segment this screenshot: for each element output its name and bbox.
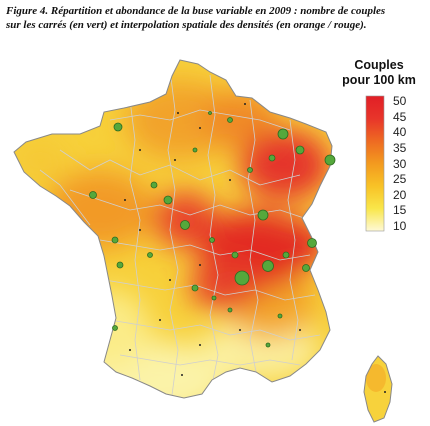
sample-point (244, 103, 246, 105)
sample-point (139, 229, 141, 231)
legend-tick-label: 25 (393, 172, 407, 187)
sample-point (299, 329, 301, 331)
survey-square (163, 195, 173, 205)
sample-point (199, 127, 201, 129)
sample-point (177, 112, 179, 114)
survey-square (111, 236, 119, 244)
sample-point (159, 319, 161, 321)
survey-square (113, 122, 123, 132)
sample-point (181, 374, 183, 376)
legend-tick-label: 35 (393, 140, 407, 155)
corsica-outline (363, 355, 393, 423)
survey-square (208, 111, 212, 115)
legend-colorbar (365, 95, 385, 232)
survey-square (277, 128, 289, 140)
sample-point (229, 179, 231, 181)
corsica-density (364, 356, 392, 422)
sample-point (129, 349, 131, 351)
legend-tick-label: 30 (393, 156, 407, 171)
sample-point (169, 279, 171, 281)
legend-title-line-2: pour 100 km (342, 73, 416, 87)
survey-square (257, 209, 269, 221)
sample-point (384, 391, 386, 393)
figure-caption: Figure 4. Répartition et abondance de la… (6, 4, 426, 32)
survey-square (112, 325, 118, 331)
sample-point (139, 149, 141, 151)
survey-square (277, 313, 283, 319)
survey-square (227, 117, 233, 123)
survey-square (307, 238, 317, 248)
survey-square (192, 147, 198, 153)
survey-square (265, 342, 271, 348)
caption-line-2: sur les carrés (en vert) et interpolatio… (6, 19, 367, 31)
survey-square (231, 251, 239, 259)
survey-square (147, 252, 153, 258)
sample-point (199, 344, 201, 346)
legend-title-line-1: Couples (354, 58, 404, 72)
survey-square (262, 260, 274, 272)
sample-point (124, 199, 126, 201)
legend-tick-label: 10 (393, 219, 407, 233)
survey-square (150, 181, 158, 189)
departement-borders (39, 69, 321, 396)
legend-tick-label: 20 (393, 187, 407, 202)
legend-tick-label: 45 (393, 109, 407, 124)
survey-square (227, 307, 233, 313)
survey-square (295, 145, 305, 155)
survey-square (89, 191, 97, 199)
legend-tick-label: 50 (393, 94, 407, 108)
legend-title: Couples pour 100 km (330, 58, 428, 88)
survey-square (302, 264, 310, 272)
survey-square (234, 270, 250, 286)
sample-point (199, 264, 201, 266)
france-outline (13, 59, 333, 399)
survey-square (116, 261, 124, 269)
survey-square (211, 295, 217, 301)
sample-points (124, 103, 386, 393)
survey-square (209, 237, 215, 243)
density-surface (14, 60, 332, 398)
legend-tick-label: 15 (393, 203, 407, 218)
legend-tick-label: 40 (393, 125, 407, 140)
survey-square (247, 167, 253, 173)
survey-square (191, 284, 199, 292)
sample-point (239, 329, 241, 331)
survey-square (180, 220, 190, 230)
survey-square (268, 154, 276, 162)
survey-squares (89, 111, 336, 348)
survey-square (324, 154, 336, 166)
survey-square (282, 251, 290, 259)
sample-point (174, 159, 176, 161)
caption-line-1: Figure 4. Répartition et abondance de la… (6, 5, 386, 17)
